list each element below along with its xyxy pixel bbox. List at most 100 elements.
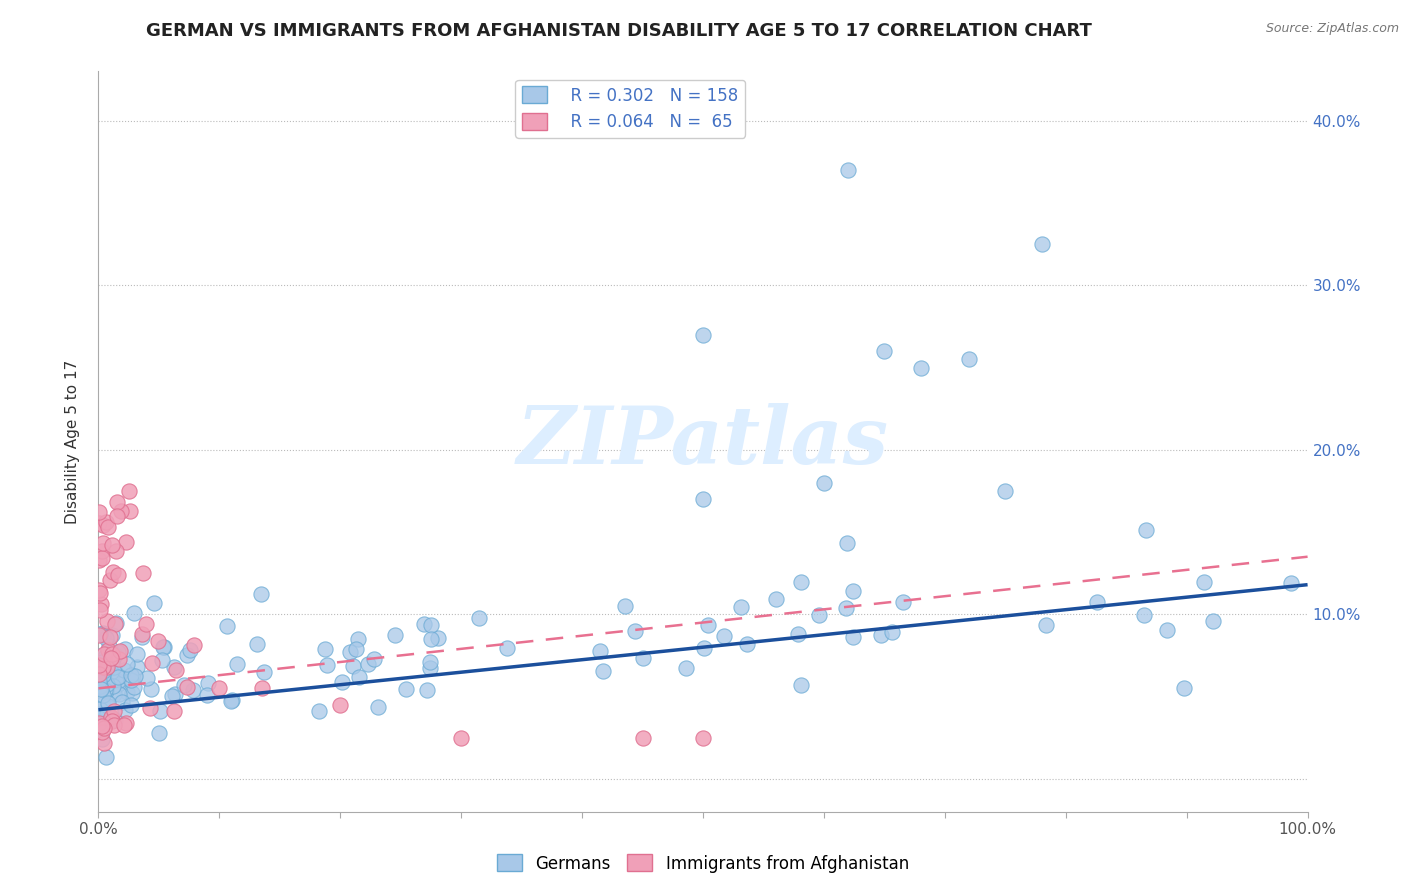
Point [1192, 575, 1215, 590]
Point [91, 536, 114, 550]
Point [1156, 623, 1178, 637]
Point [330, 674, 353, 689]
Point [91, 657, 114, 672]
Point [107, 645, 129, 659]
Point [104, 616, 127, 631]
Point [91, 626, 114, 640]
Point [1031, 237, 1053, 252]
Point [589, 644, 612, 658]
Point [89, 627, 111, 641]
Point [90, 731, 112, 746]
Point [149, 704, 172, 718]
Point [225, 657, 247, 672]
Point [842, 584, 865, 599]
Point [413, 617, 436, 632]
Point [176, 680, 198, 694]
Point [208, 681, 231, 696]
Point [891, 595, 914, 609]
Point [197, 688, 219, 702]
Point [125, 647, 148, 661]
Point [837, 163, 859, 178]
Point [91, 706, 114, 720]
Point [96, 614, 118, 628]
Point [592, 664, 614, 678]
Point [112, 718, 135, 732]
Point [97, 699, 120, 714]
Point [1085, 595, 1108, 609]
Point [765, 592, 787, 607]
Point [97, 662, 120, 676]
Point [787, 626, 810, 640]
Point [250, 587, 273, 601]
Point [107, 670, 129, 684]
Point [121, 686, 143, 700]
Point [789, 678, 811, 692]
Point [89, 586, 111, 600]
Point [91, 697, 114, 711]
Point [100, 628, 122, 642]
Point [91, 517, 114, 532]
Point [613, 599, 636, 613]
Point [419, 655, 441, 669]
Point [163, 660, 186, 674]
Point [90, 716, 112, 731]
Point [730, 599, 752, 614]
Point [101, 538, 124, 552]
Point [94, 650, 117, 665]
Point [165, 663, 187, 677]
Point [91, 660, 114, 674]
Point [152, 640, 174, 654]
Point [96, 660, 118, 674]
Point [131, 626, 153, 640]
Point [107, 568, 129, 582]
Point [89, 505, 111, 519]
Point [107, 677, 129, 691]
Point [89, 628, 111, 642]
Point [869, 628, 891, 642]
Point [419, 661, 441, 675]
Point [339, 645, 361, 659]
Point [100, 670, 122, 684]
Point [692, 327, 714, 342]
Point [89, 657, 111, 672]
Point [105, 495, 128, 509]
Point [835, 600, 858, 615]
Point [87, 666, 110, 681]
Point [880, 624, 903, 639]
Point [101, 565, 124, 579]
Point [94, 631, 117, 645]
Y-axis label: Disability Age 5 to 17: Disability Age 5 to 17 [65, 359, 80, 524]
Point [246, 637, 269, 651]
Point [111, 695, 134, 709]
Point [91, 664, 114, 678]
Point [1279, 575, 1302, 590]
Point [120, 668, 142, 682]
Point [150, 653, 173, 667]
Point [89, 674, 111, 689]
Point [105, 544, 128, 558]
Point [115, 657, 138, 672]
Point [103, 679, 125, 693]
Text: ZIPatlas: ZIPatlas [517, 403, 889, 480]
Point [87, 516, 110, 531]
Point [114, 535, 136, 549]
Point [347, 632, 370, 647]
Point [89, 553, 111, 567]
Point [142, 596, 165, 610]
Point [103, 704, 125, 718]
Point [110, 504, 132, 518]
Point [90, 724, 112, 739]
Point [176, 648, 198, 662]
Point [98, 639, 121, 653]
Point [131, 630, 153, 644]
Point [197, 676, 219, 690]
Point [100, 651, 122, 665]
Point [91, 719, 114, 733]
Point [692, 731, 714, 745]
Point [416, 683, 439, 698]
Legend: Germans, Immigrants from Afghanistan: Germans, Immigrants from Afghanistan [491, 847, 915, 880]
Point [122, 606, 145, 620]
Point [790, 575, 813, 590]
Point [837, 536, 859, 550]
Point [808, 607, 831, 622]
